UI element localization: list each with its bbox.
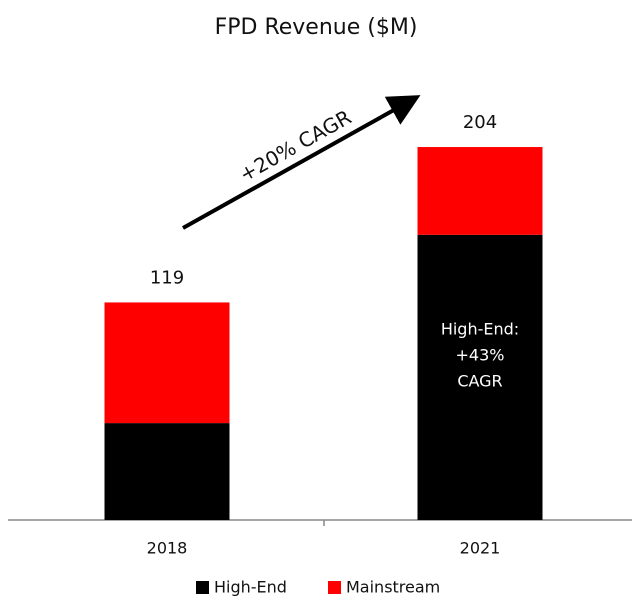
legend-swatch	[328, 581, 341, 594]
x-tick-label: 2018	[147, 539, 188, 558]
bar-segment	[104, 302, 230, 424]
cagr-label: +20% CAGR	[235, 105, 355, 187]
bar-annotation: CAGR	[457, 372, 502, 391]
total-label: 204	[463, 112, 497, 133]
bar-annotation: +43%	[456, 346, 505, 365]
bar-segment	[417, 234, 543, 520]
chart-title: FPD Revenue ($M)	[215, 15, 418, 40]
bar-annotation: High-End:	[441, 320, 519, 339]
x-tick-label: 2021	[460, 539, 501, 558]
legend-label: High-End	[214, 578, 287, 597]
legend-swatch	[196, 581, 209, 594]
bar-segment	[104, 423, 230, 520]
legend-label: Mainstream	[346, 578, 440, 597]
total-label: 119	[150, 267, 184, 288]
cagr-arrow	[182, 95, 421, 230]
bar-segment	[417, 147, 543, 235]
